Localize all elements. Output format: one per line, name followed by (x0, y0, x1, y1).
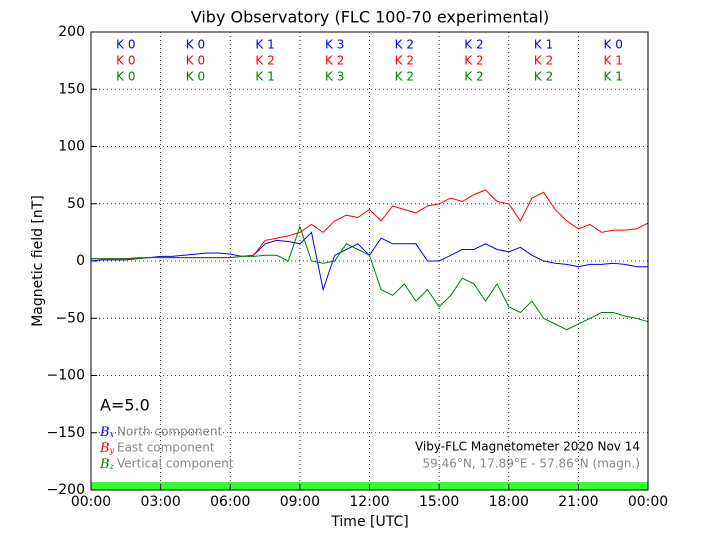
k-index: K 1 (604, 54, 623, 68)
y-tick-label: 50 (67, 196, 85, 212)
y-tick-label: 200 (58, 24, 85, 40)
x-tick-label: 03:00 (140, 494, 180, 510)
legend-symbol: Bz (99, 457, 115, 472)
legend-symbol-letter: B (99, 425, 110, 440)
legend-symbol: By (99, 441, 115, 456)
k-index: K 2 (255, 54, 274, 68)
x-tick-label: 12:00 (349, 494, 389, 510)
k-index: K 0 (116, 38, 135, 52)
plot-frame (90, 31, 649, 491)
annotation: Viby-FLC Magnetometer 2020 Nov 14 (415, 440, 640, 454)
k-index: K 2 (395, 38, 414, 52)
annotation: 59.46°N, 17.89°E - 57.86°N (magn.) (423, 457, 640, 471)
legend-subscript: y (109, 446, 115, 455)
k-index: K 0 (186, 38, 205, 52)
k-index: K 0 (186, 54, 205, 68)
legend-subscript: z (109, 462, 115, 471)
y-tick-label: −200 (47, 482, 85, 498)
legend-symbol-letter: B (99, 441, 110, 456)
k-index: K 2 (395, 54, 414, 68)
x-tick-label: 06:00 (210, 494, 250, 510)
chart-title: Viby Observatory (FLC 100-70 experimenta… (191, 8, 550, 27)
k-index: K 0 (116, 54, 135, 68)
k-index: K 1 (534, 38, 553, 52)
a-index: A=5.0 (100, 396, 150, 415)
y-tick-label: −100 (47, 368, 85, 384)
x-axis-label: Time [UTC] (330, 514, 408, 530)
k-index: K 1 (255, 38, 274, 52)
legend-label: North component (117, 425, 223, 439)
legend-label: East component (117, 441, 215, 455)
series-line (91, 225, 649, 331)
k-index: K 2 (464, 54, 483, 68)
y-tick-label: 0 (76, 253, 85, 269)
k-index: K 1 (604, 70, 623, 84)
k-index: K 2 (464, 70, 483, 84)
legend-symbol: Bx (99, 425, 115, 440)
y-axis-label: Magnetic field [nT] (30, 195, 46, 327)
legend-symbol-letter: B (99, 457, 110, 472)
k-index: K 0 (186, 70, 205, 84)
x-tick-label: 09:00 (280, 494, 320, 510)
k-index: K 0 (604, 38, 623, 52)
y-tick-label: −50 (55, 310, 85, 326)
x-tick-label: 21:00 (558, 494, 598, 510)
legend-label: Vertical component (117, 457, 234, 471)
k-index: K 3 (325, 38, 344, 52)
x-tick-label: 00:00 (628, 494, 668, 510)
k-index: K 0 (116, 70, 135, 84)
x-tick-label: 00:00 (71, 494, 111, 510)
k-index: K 2 (395, 70, 414, 84)
y-tick-label: 150 (58, 81, 85, 97)
legend-subscript: x (110, 430, 115, 439)
k-index: K 1 (255, 70, 274, 84)
k-index: K 2 (325, 54, 344, 68)
k-index: K 3 (325, 70, 344, 84)
x-tick-label: 15:00 (419, 494, 459, 510)
y-tick-label: 100 (58, 139, 85, 155)
k-index: K 2 (464, 38, 483, 52)
k-index: K 2 (534, 54, 553, 68)
x-tick-label: 18:00 (489, 494, 529, 510)
k-index: K 2 (534, 70, 553, 84)
y-tick-label: −150 (47, 425, 85, 441)
